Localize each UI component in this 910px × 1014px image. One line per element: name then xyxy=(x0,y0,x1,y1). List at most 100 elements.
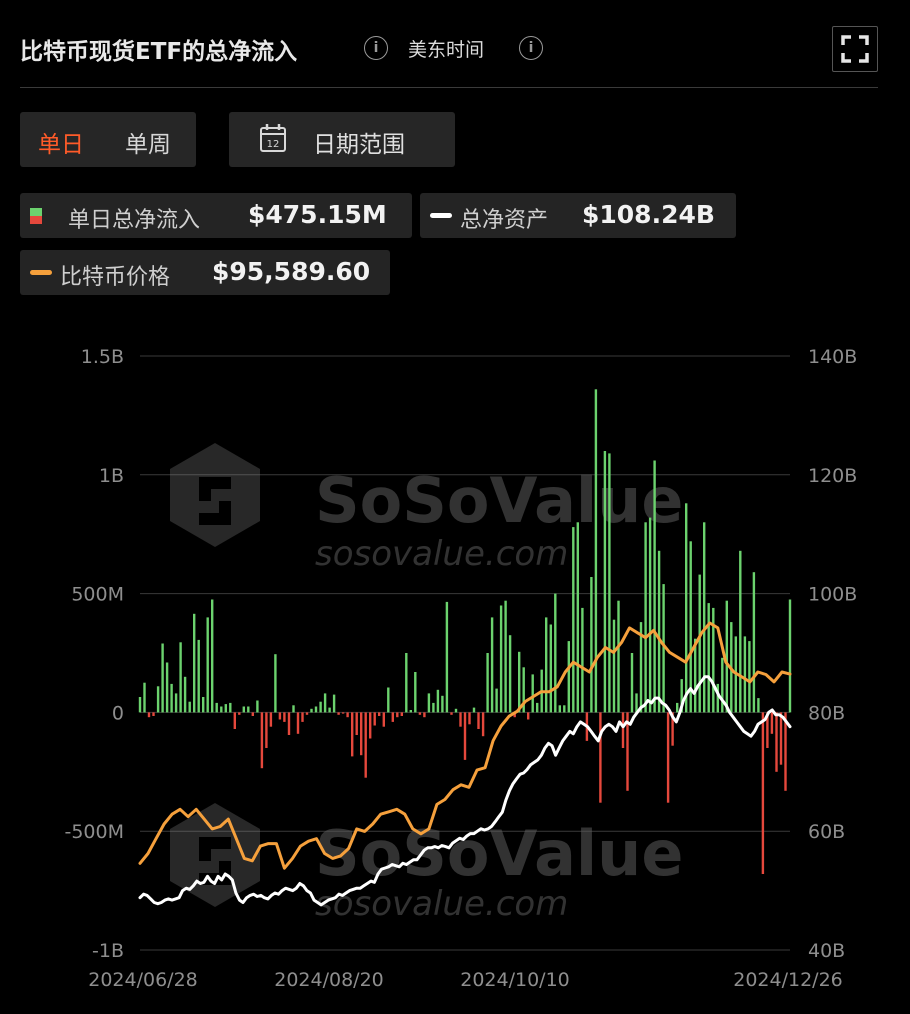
inflow-bar xyxy=(305,712,309,715)
sosovalue-logo-icon xyxy=(170,443,260,547)
inflow-bar xyxy=(346,712,349,718)
inflow-bar xyxy=(712,607,715,713)
inflow-bar xyxy=(689,541,692,713)
inflow-bar xyxy=(626,712,629,791)
inflow-bar xyxy=(599,712,602,803)
info-icon[interactable]: i xyxy=(364,36,388,60)
inflow-bar xyxy=(229,702,232,713)
legend-inflow[interactable]: 单日总净流入 $475.15M xyxy=(20,193,412,238)
inflow-bar xyxy=(328,707,331,713)
inflow-bar xyxy=(138,697,142,713)
inflow-bar xyxy=(703,522,706,713)
inflow-bar xyxy=(143,682,146,713)
inflow-bar xyxy=(472,707,476,713)
chart-lines xyxy=(138,621,792,907)
legend-assets[interactable]: 总净资产 $108.24B xyxy=(420,193,736,238)
period-daily-tab[interactable]: 单日 xyxy=(38,132,84,158)
watermark-url: sosovalue.com xyxy=(315,884,568,924)
inflow-bar xyxy=(590,577,593,713)
calendar-day: 12 xyxy=(267,139,280,150)
inflow-bar xyxy=(680,679,683,713)
fullscreen-icon xyxy=(841,35,869,63)
inflow-bar xyxy=(256,700,259,713)
date-range-button[interactable]: 12 日期范围 xyxy=(229,112,455,167)
inflow-bar xyxy=(508,635,512,713)
inflow-bar xyxy=(459,712,462,727)
inflow-bar xyxy=(666,712,670,803)
y-left-tick-label: -1B xyxy=(92,940,124,962)
x-tick-label: 2024/06/28 xyxy=(88,969,198,991)
inflow-bar xyxy=(310,708,313,713)
inflow-bar xyxy=(671,712,674,746)
inflow-bar xyxy=(617,600,620,713)
inflow-bar xyxy=(450,712,453,715)
inflow-bar xyxy=(594,389,598,713)
inflow-bar xyxy=(716,683,719,713)
inflow-bar xyxy=(761,712,765,874)
x-tick-label: 2024/10/10 xyxy=(460,969,570,991)
chart-title: 比特币现货ETF的总净流入 xyxy=(20,39,298,65)
inflow-bar xyxy=(391,712,394,722)
inflow-bar xyxy=(784,712,787,791)
inflow-bar xyxy=(486,653,489,713)
inflow-bar xyxy=(301,712,304,722)
inflow-bar xyxy=(558,705,561,713)
watermark: SoSoValue sosovalue.com SoSoValue sosova… xyxy=(170,443,683,924)
inflow-bar xyxy=(490,617,494,713)
inflow-bar xyxy=(278,712,282,720)
inflow-bar xyxy=(332,694,336,713)
period-weekly-tab[interactable]: 单周 xyxy=(125,132,171,158)
y-left-tick-label: 1B xyxy=(99,465,124,487)
inflow-bar xyxy=(454,708,458,713)
inflow-bar xyxy=(608,453,611,713)
inflow-bar xyxy=(427,693,431,713)
inflow-bar xyxy=(238,712,241,715)
inflow-bar xyxy=(197,639,200,713)
inflow-bar xyxy=(748,641,751,713)
inflow-bar xyxy=(513,712,516,718)
inflow-bar xyxy=(463,712,467,760)
inflow-bar xyxy=(445,601,449,713)
y-left-tick-label: 1.5B xyxy=(81,346,124,368)
inflow-bar xyxy=(757,698,760,713)
inflow-bar xyxy=(382,712,385,727)
inflow-bar xyxy=(563,705,566,713)
inflow-bar xyxy=(220,706,223,713)
x-tick-label: 2024/08/20 xyxy=(274,969,384,991)
inflow-bars xyxy=(138,389,792,874)
inflow-bar xyxy=(233,712,236,729)
inflow-bar xyxy=(775,712,778,772)
inflow-bar xyxy=(432,702,435,713)
price-label: 比特币价格 xyxy=(60,265,171,290)
price-value: $95,589.60 xyxy=(212,257,371,286)
inflow-bar xyxy=(581,607,584,713)
inflow-bar xyxy=(341,712,345,714)
assets-line xyxy=(138,675,792,907)
chart-grid xyxy=(140,355,790,951)
inflow-bar xyxy=(373,712,376,726)
legend-price[interactable]: 比特币价格 $95,589.60 xyxy=(20,250,390,295)
inflow-bar xyxy=(260,712,264,769)
info-icon[interactable]: i xyxy=(519,36,543,60)
inflow-bar xyxy=(170,683,173,713)
inflow-bar xyxy=(287,712,291,735)
inflow-legend-icon xyxy=(30,208,42,224)
inflow-bar xyxy=(788,599,792,713)
y-right-tick-label: 60B xyxy=(808,821,845,843)
inflow-bar xyxy=(499,605,503,713)
inflow-bar xyxy=(409,710,412,713)
period-toggle: 单日 单周 xyxy=(20,112,196,167)
fullscreen-button[interactable] xyxy=(832,26,878,72)
inflow-bar xyxy=(621,712,625,748)
inflow-bar xyxy=(531,674,534,713)
inflow-bar xyxy=(545,617,548,713)
inflow-label: 单日总净流入 xyxy=(68,208,201,233)
inflow-bar xyxy=(360,712,363,756)
inflow-bar xyxy=(283,712,286,722)
inflow-bar xyxy=(337,712,340,715)
inflow-bar xyxy=(296,712,300,734)
inflow-bar xyxy=(251,712,254,716)
inflow-bar xyxy=(156,686,160,713)
inflow-bar xyxy=(152,712,155,716)
